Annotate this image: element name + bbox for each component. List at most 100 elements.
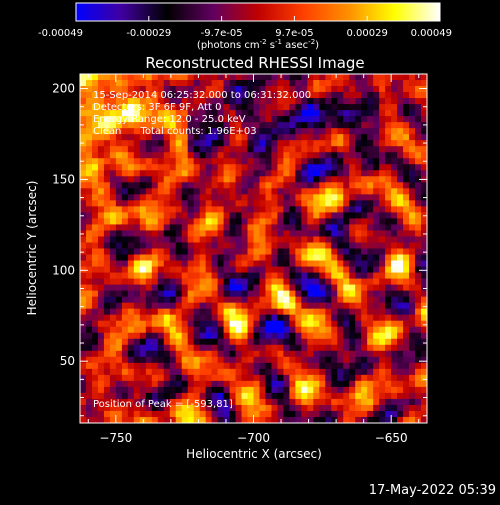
heatmap-pixel [247, 404, 255, 412]
heatmap-pixel [367, 92, 374, 99]
heatmap-pixel [415, 230, 422, 238]
heatmap-pixel [253, 140, 261, 147]
heatmap-pixel [115, 344, 123, 352]
heatmap-pixel [415, 320, 422, 328]
heatmap-pixel [331, 200, 338, 207]
heatmap-pixel [199, 236, 207, 244]
heatmap-pixel [301, 278, 308, 286]
heatmap-pixel [205, 236, 213, 244]
heatmap-pixel [403, 410, 410, 418]
heatmap-pixel [385, 380, 392, 388]
heatmap-pixel [421, 320, 427, 328]
heatmap-pixel [91, 140, 99, 147]
heatmap-pixel [331, 104, 338, 111]
heatmap-pixel [391, 248, 398, 256]
heatmap-pixel [331, 338, 338, 346]
heatmap-pixel [325, 392, 332, 400]
heatmap-pixel [127, 146, 135, 153]
heatmap-pixel [145, 266, 153, 274]
heatmap-pixel [343, 188, 350, 195]
heatmap-pixel [349, 104, 356, 111]
heatmap-pixel [259, 104, 267, 111]
heatmap-pixel [415, 152, 422, 159]
heatmap-pixel [253, 416, 261, 423]
heatmap-pixel [325, 116, 332, 123]
heatmap-pixel [277, 404, 285, 412]
heatmap-pixel [223, 158, 231, 165]
heatmap-pixel [163, 176, 171, 183]
heatmap-pixel [163, 254, 171, 262]
heatmap-pixel [259, 188, 267, 195]
heatmap-pixel [373, 404, 380, 412]
heatmap-pixel [397, 158, 404, 165]
heatmap-pixel [415, 398, 422, 406]
heatmap-pixel [265, 392, 273, 400]
heatmap-pixel [241, 200, 249, 207]
heatmap-pixel [175, 98, 183, 105]
heatmap-pixel [103, 86, 111, 93]
heatmap-pixel [307, 122, 314, 129]
heatmap-pixel [139, 164, 147, 171]
heatmap-pixel [295, 194, 302, 201]
heatmap-pixel [277, 218, 285, 226]
heatmap-pixel [259, 176, 267, 183]
heatmap-pixel [319, 320, 326, 328]
heatmap-pixel [211, 230, 219, 238]
heatmap-pixel [337, 206, 344, 213]
heatmap-pixel [265, 260, 273, 268]
heatmap-pixel [241, 152, 249, 159]
heatmap-pixel [337, 320, 344, 328]
heatmap-pixel [157, 296, 165, 304]
heatmap-pixel [205, 104, 213, 111]
heatmap-pixel [187, 296, 195, 304]
heatmap-pixel [175, 308, 183, 316]
heatmap-pixel [85, 332, 93, 340]
heatmap-pixel [391, 272, 398, 280]
heatmap-pixel [115, 398, 123, 406]
heatmap-pixel [319, 188, 326, 195]
heatmap-pixel [295, 92, 302, 99]
heatmap-pixel [193, 146, 201, 153]
heatmap-pixel [121, 278, 129, 286]
heatmap-pixel [259, 224, 267, 232]
heatmap-pixel [199, 224, 207, 232]
heatmap-pixel [271, 200, 279, 207]
heatmap-pixel [211, 92, 219, 99]
heatmap-pixel [253, 338, 261, 346]
heatmap-pixel [235, 98, 243, 105]
heatmap-pixel [283, 404, 290, 412]
heatmap-pixel [355, 128, 362, 135]
heatmap-pixel [349, 338, 356, 346]
heatmap-pixel [217, 332, 225, 340]
heatmap-pixel [349, 122, 356, 129]
heatmap-pixel [121, 212, 129, 220]
heatmap-pixel [247, 386, 255, 394]
heatmap-pixel [97, 188, 105, 195]
heatmap-pixel [349, 320, 356, 328]
heatmap-pixel [235, 332, 243, 340]
heatmap-pixel [313, 416, 320, 423]
heatmap-pixel [121, 386, 129, 394]
heatmap-pixel [181, 416, 189, 423]
heatmap-pixel [337, 74, 344, 81]
heatmap-pixel [163, 170, 171, 177]
heatmap-pixel [277, 110, 285, 117]
heatmap-pixel [355, 230, 362, 238]
heatmap-pixel [343, 212, 350, 220]
heatmap-pixel [253, 86, 261, 93]
heatmap-pixel [295, 212, 302, 220]
heatmap-pixel [403, 320, 410, 328]
heatmap-pixel [193, 80, 201, 87]
heatmap-pixel [415, 350, 422, 358]
heatmap-pixel [115, 248, 123, 256]
heatmap-pixel [139, 188, 147, 195]
heatmap-pixel [97, 128, 105, 135]
heatmap-pixel [289, 176, 296, 183]
heatmap-pixel [211, 392, 219, 400]
heatmap-pixel [91, 320, 99, 328]
heatmap-pixel [235, 260, 243, 268]
heatmap-pixel [259, 254, 267, 262]
heatmap-pixel [271, 128, 279, 135]
heatmap-pixel [91, 86, 99, 93]
heatmap-pixel [193, 368, 201, 376]
